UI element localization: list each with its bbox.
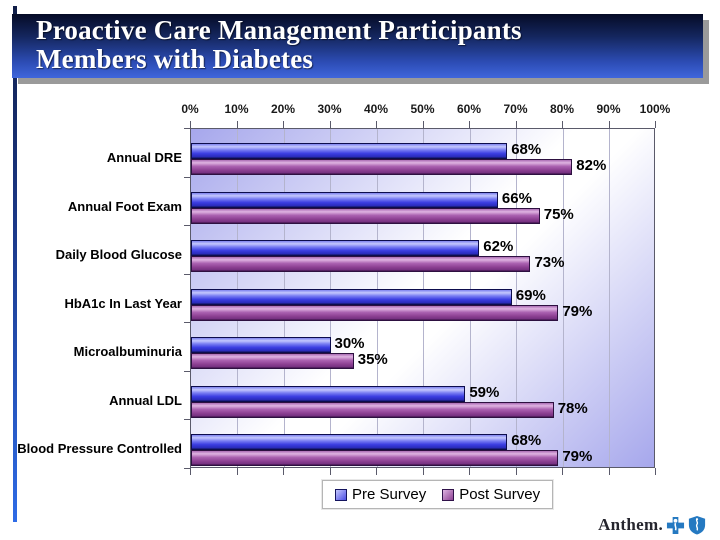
x-axis-tick-mark xyxy=(376,121,377,128)
legend-item-post-survey: Post Survey xyxy=(442,486,540,503)
slide-title-line-1: Proactive Care Management Participants xyxy=(36,15,522,45)
legend-swatch-icon xyxy=(335,488,347,501)
value-label-post: 82% xyxy=(576,157,607,174)
blueshield-icon xyxy=(688,516,706,535)
gridline xyxy=(609,129,610,467)
legend-item-pre-survey: Pre Survey xyxy=(335,486,426,503)
x-axis-tick-label: 100% xyxy=(639,102,671,116)
y-axis-tick-mark xyxy=(184,468,190,469)
value-label-post: 73% xyxy=(534,254,565,272)
x-axis-tick-mark xyxy=(562,121,563,128)
x-axis-tick-label: 20% xyxy=(270,102,296,116)
bar-pre-survey xyxy=(191,337,331,354)
x-axis-tick-label: 0% xyxy=(181,102,199,116)
x-axis-tick-mark xyxy=(608,121,610,128)
value-label-pre: 68% xyxy=(511,141,542,158)
y-axis-tick-mark xyxy=(184,273,190,275)
slide-title-line-2: Members with Diabetes xyxy=(36,44,314,74)
category-label: Blood Pressure Controlled xyxy=(17,441,182,457)
plot-area xyxy=(190,128,655,468)
x-axis-tick-mark xyxy=(329,468,331,475)
legend-swatch-icon xyxy=(442,488,455,501)
x-axis-tick-mark xyxy=(283,468,284,475)
y-axis-tick-mark xyxy=(184,419,190,421)
x-axis-tick-mark xyxy=(515,121,517,128)
value-label-post: 79% xyxy=(562,302,593,320)
category-label: Annual DRE xyxy=(106,150,182,165)
bar-post-survey xyxy=(191,159,573,175)
chart-legend: Pre Survey Post Survey xyxy=(322,480,554,509)
x-axis-tick-label: 90% xyxy=(596,102,621,116)
bar-pre-survey xyxy=(191,434,508,451)
x-axis-tick-label: 50% xyxy=(410,102,435,116)
bar-post-survey xyxy=(191,401,554,418)
bar-post-survey xyxy=(191,304,559,321)
x-axis-tick-mark xyxy=(655,468,656,475)
value-label-post: 75% xyxy=(543,205,574,223)
x-axis-tick-mark xyxy=(422,468,424,475)
bar-post-survey xyxy=(191,207,540,224)
value-label-pre: 30% xyxy=(334,335,365,353)
gridline xyxy=(562,129,564,467)
bar-post-survey xyxy=(191,256,531,273)
value-label-post: 78% xyxy=(557,399,588,417)
value-label-post: 35% xyxy=(357,351,388,369)
x-axis-tick-mark xyxy=(469,468,470,475)
x-axis-tick-mark xyxy=(422,121,424,128)
legend-label: Pre Survey xyxy=(352,486,427,503)
y-axis-tick-mark xyxy=(184,176,190,178)
anthem-logo: Anthem. xyxy=(598,515,706,535)
y-axis-tick-mark xyxy=(184,370,190,372)
gridline xyxy=(516,129,517,467)
value-label-pre: 69% xyxy=(515,286,546,304)
value-label-pre: 62% xyxy=(483,238,514,256)
bar-pre-survey xyxy=(191,385,466,402)
bar-pre-survey xyxy=(191,288,512,305)
x-axis-tick-label: 80% xyxy=(549,102,575,116)
x-axis-tick-mark xyxy=(283,121,284,128)
y-axis-tick-mark xyxy=(184,322,190,324)
y-axis-tick-mark xyxy=(184,225,190,227)
legend-label: Post Survey xyxy=(459,486,541,503)
x-axis-tick-mark xyxy=(515,468,517,475)
value-label-pre: 59% xyxy=(469,383,500,401)
category-label: HbA1c In Last Year xyxy=(64,295,182,311)
x-axis-tick-mark xyxy=(329,121,331,128)
x-axis-tick-mark xyxy=(190,121,191,128)
category-label: Microalbuminuria xyxy=(73,344,182,360)
x-axis-tick-mark xyxy=(469,121,470,128)
value-label-pre: 66% xyxy=(501,189,532,207)
anthem-logo-text: Anthem. xyxy=(598,515,663,534)
x-axis-tick-mark xyxy=(608,468,610,475)
bar-pre-survey xyxy=(191,240,480,257)
x-axis-tick-mark xyxy=(655,121,656,128)
bluecross-icon xyxy=(666,516,685,534)
category-label: Annual LDL xyxy=(109,392,182,408)
x-axis-tick-mark xyxy=(236,121,238,128)
category-label: Daily Blood Glucose xyxy=(55,247,182,263)
x-axis-tick-mark xyxy=(236,468,238,475)
x-axis-tick-mark xyxy=(562,468,563,475)
x-axis-tick-mark xyxy=(376,468,377,475)
x-axis-tick-label: 40% xyxy=(363,102,389,116)
bar-pre-survey xyxy=(191,191,498,208)
value-label-post: 79% xyxy=(562,448,593,466)
value-label-pre: 68% xyxy=(511,432,542,450)
category-label: Annual Foot Exam xyxy=(67,198,182,214)
x-axis-tick-mark xyxy=(190,468,191,475)
slide-title-bar: Proactive Care Management Participants M… xyxy=(12,14,703,78)
bar-post-survey xyxy=(191,450,559,467)
x-axis-tick-label: 30% xyxy=(317,102,342,116)
bar-post-survey xyxy=(191,353,354,370)
x-axis-tick-label: 10% xyxy=(224,102,249,116)
x-axis-tick-label: 70% xyxy=(503,102,528,116)
bar-pre-survey xyxy=(191,143,508,159)
left-accent-line xyxy=(13,6,17,522)
y-axis-tick-mark xyxy=(184,128,190,129)
x-axis-tick-label: 60% xyxy=(456,102,482,116)
